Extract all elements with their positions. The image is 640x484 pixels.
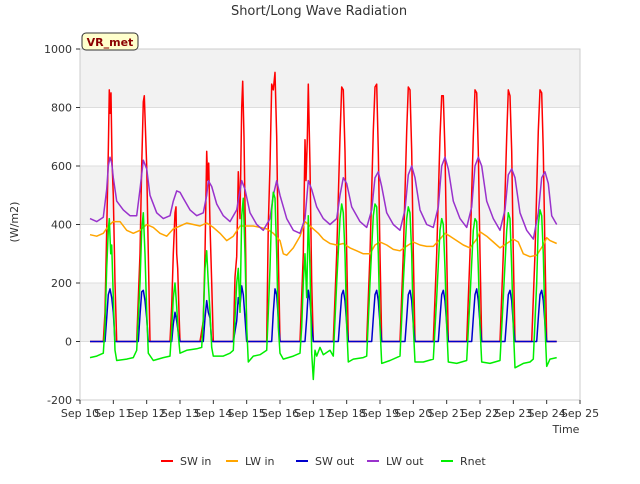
x-tick-label: Sep 22 — [461, 407, 499, 420]
y-axis-ticks: -200 0 200 400 600 800 1000 — [44, 43, 80, 407]
background-bands — [80, 49, 580, 342]
x-tick-label: Sep 14 — [194, 407, 232, 420]
series-lines — [89, 71, 558, 381]
x-tick-label: Sep 18 — [328, 407, 366, 420]
legend-label: LW out — [386, 455, 424, 468]
site-badge: VR_met — [81, 32, 139, 51]
chart-title: Short/Long Wave Radiation — [231, 4, 407, 19]
x-tick-label: Sep 23 — [494, 407, 532, 420]
legend-label: Rnet — [460, 455, 486, 468]
x-tick-label: Sep 24 — [528, 407, 566, 420]
y-tick-label: 600 — [51, 160, 72, 173]
site-badge-box — [81, 32, 139, 51]
x-tick-label: Sep 15 — [228, 407, 266, 420]
x-tick-label: Sep 10 — [61, 407, 99, 420]
legend-item: LW out — [367, 455, 424, 468]
series-line-lw-out — [89, 156, 558, 240]
legend: SW in LW in SW out LW out Rnet — [161, 455, 486, 468]
legend-item: LW in — [226, 455, 275, 468]
series-line-sw-in — [90, 71, 557, 343]
y-tick-label: -200 — [47, 394, 72, 407]
x-tick-label: Sep 20 — [394, 407, 432, 420]
background-band — [80, 283, 580, 342]
x-tick-label: Sep 16 — [261, 407, 299, 420]
legend-label: SW out — [315, 455, 355, 468]
legend-item: SW in — [161, 455, 211, 468]
y-axis-label: (W/m2) — [8, 202, 21, 243]
x-tick-label: Sep 25 — [561, 407, 599, 420]
x-tick-label: Sep 13 — [161, 407, 199, 420]
background-band — [80, 49, 580, 108]
x-tick-label: Sep 21 — [428, 407, 466, 420]
y-tick-label: 400 — [51, 219, 72, 232]
y-tick-label: 800 — [51, 102, 72, 115]
x-tick-label: Sep 12 — [128, 407, 166, 420]
legend-item: SW out — [296, 455, 355, 468]
series-line-rnet — [89, 191, 557, 381]
legend-label: SW in — [180, 455, 211, 468]
y-tick-label: 200 — [51, 277, 72, 290]
background-band — [80, 166, 580, 225]
y-tick-label: 0 — [65, 336, 72, 349]
legend-label: LW in — [245, 455, 275, 468]
legend-item: Rnet — [441, 455, 486, 468]
y-tick-label: 1000 — [44, 43, 72, 56]
x-axis-label: Time — [552, 423, 580, 436]
x-tick-label: Sep 19 — [361, 407, 399, 420]
x-tick-label: Sep 11 — [94, 407, 132, 420]
series-line-lw-in — [89, 220, 557, 258]
site-badge-text: VR_met — [87, 36, 134, 49]
x-tick-label: Sep 17 — [294, 407, 332, 420]
